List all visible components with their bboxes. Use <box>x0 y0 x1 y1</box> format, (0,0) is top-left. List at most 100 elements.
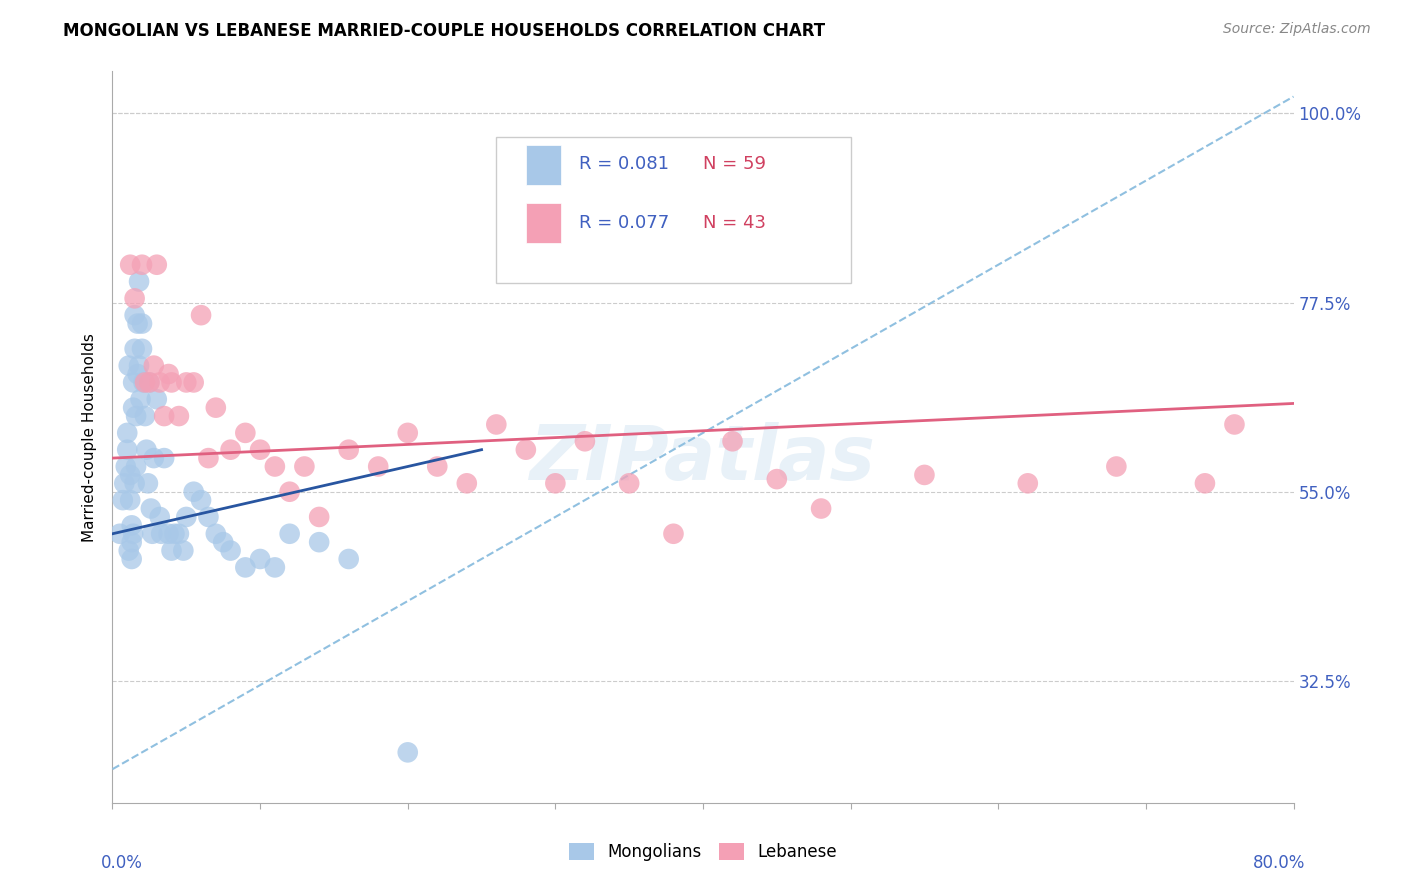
Point <box>721 434 744 449</box>
Point <box>153 451 176 466</box>
Point <box>544 476 567 491</box>
Point <box>190 493 212 508</box>
Point <box>132 376 155 390</box>
Point <box>292 459 315 474</box>
Point <box>167 409 190 423</box>
Point <box>124 476 146 491</box>
Point <box>212 535 235 549</box>
Point <box>134 376 156 390</box>
Point <box>157 367 180 381</box>
Point <box>120 467 142 482</box>
Point <box>197 451 219 466</box>
Point <box>810 501 832 516</box>
Point <box>485 417 508 432</box>
Point <box>134 409 156 423</box>
Point <box>233 425 256 440</box>
Point <box>1105 459 1128 474</box>
Point <box>174 376 197 390</box>
Text: 0.0%: 0.0% <box>101 854 142 872</box>
Point <box>138 376 160 390</box>
Point <box>249 552 271 566</box>
Point <box>146 258 169 272</box>
Point <box>142 359 165 373</box>
Point <box>308 510 330 524</box>
Text: Source: ZipAtlas.com: Source: ZipAtlas.com <box>1223 22 1371 37</box>
Text: 80.0%: 80.0% <box>1253 854 1305 872</box>
Point <box>337 442 360 457</box>
Point <box>149 376 172 390</box>
Point <box>121 518 143 533</box>
FancyBboxPatch shape <box>496 137 851 284</box>
Point <box>426 459 449 474</box>
Point <box>1017 476 1039 491</box>
Point <box>128 275 150 289</box>
Point <box>150 526 173 541</box>
Point <box>125 459 148 474</box>
Bar <box>526 145 561 185</box>
Legend: Mongolians, Lebanese: Mongolians, Lebanese <box>562 836 844 868</box>
Point <box>619 476 641 491</box>
Point <box>120 493 142 508</box>
Point <box>278 526 301 541</box>
Bar <box>526 203 561 244</box>
Point <box>131 258 153 272</box>
Point <box>219 442 242 457</box>
Point <box>142 451 165 466</box>
Point <box>124 342 146 356</box>
Point <box>396 425 419 440</box>
Text: ZIPatlas: ZIPatlas <box>530 422 876 496</box>
Point <box>122 376 145 390</box>
Point <box>136 476 159 491</box>
Point <box>278 484 301 499</box>
Point <box>264 459 287 474</box>
Point <box>128 359 150 373</box>
Point <box>183 484 205 499</box>
Point <box>574 434 596 449</box>
Text: N = 59: N = 59 <box>703 155 766 173</box>
Point <box>122 526 145 541</box>
Point <box>118 543 141 558</box>
Point <box>121 552 143 566</box>
Point <box>249 442 271 457</box>
Point <box>163 526 186 541</box>
Point <box>146 392 169 407</box>
Point <box>367 459 389 474</box>
Text: R = 0.077: R = 0.077 <box>579 214 669 232</box>
Point <box>108 526 131 541</box>
Point <box>205 401 228 415</box>
Point <box>190 308 212 322</box>
Point <box>205 526 228 541</box>
Text: MONGOLIAN VS LEBANESE MARRIED-COUPLE HOUSEHOLDS CORRELATION CHART: MONGOLIAN VS LEBANESE MARRIED-COUPLE HOU… <box>63 22 825 40</box>
Point <box>172 543 194 558</box>
Point <box>1223 417 1246 432</box>
Point <box>153 409 176 423</box>
Point <box>117 442 138 457</box>
Point <box>138 376 160 390</box>
Text: N = 43: N = 43 <box>703 214 766 232</box>
Point <box>160 543 183 558</box>
Y-axis label: Married-couple Households: Married-couple Households <box>82 333 97 541</box>
Point <box>160 376 183 390</box>
Point <box>111 493 134 508</box>
Point <box>157 526 180 541</box>
Point <box>127 317 149 331</box>
Point <box>141 526 163 541</box>
Point <box>118 359 141 373</box>
Point <box>219 543 242 558</box>
Point <box>131 342 153 356</box>
Point <box>124 308 146 322</box>
Point <box>131 317 153 331</box>
Point <box>124 291 146 305</box>
Point <box>337 552 360 566</box>
Point <box>308 535 330 549</box>
Point <box>117 425 138 440</box>
Point <box>515 442 537 457</box>
Point <box>396 745 419 759</box>
Point <box>129 392 152 407</box>
Text: R = 0.081: R = 0.081 <box>579 155 669 173</box>
Point <box>456 476 478 491</box>
Point <box>174 510 197 524</box>
Point <box>149 510 172 524</box>
Point <box>233 560 256 574</box>
Point <box>127 367 149 381</box>
